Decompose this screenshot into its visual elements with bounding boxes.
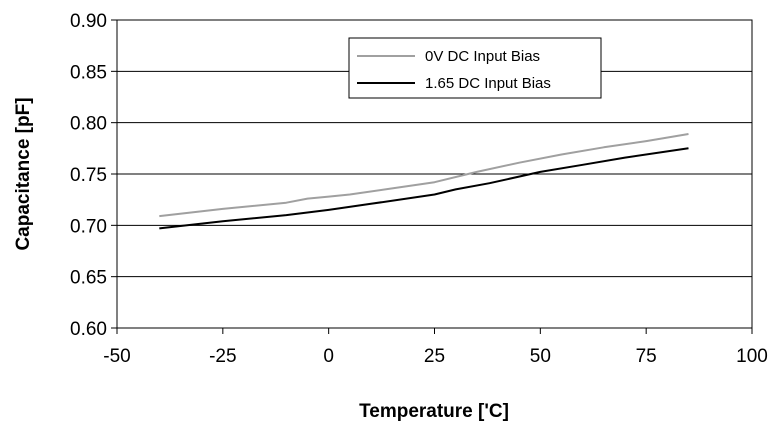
x-tick-label: 50 <box>530 346 551 367</box>
y-tick-label: 0.60 <box>70 319 107 340</box>
series-layer <box>159 133 689 230</box>
x-axis-ticks: -50 -25 0 25 50 75 100 <box>103 328 768 367</box>
y-axis-title: Capacitance [pF] <box>13 97 34 250</box>
x-tick-label: 0 <box>323 346 334 367</box>
x-tick-label: -25 <box>209 346 236 367</box>
legend: 0V DC Input Bias 1.65 DC Input Bias <box>348 37 602 99</box>
y-tick-label: 0.75 <box>70 165 107 186</box>
series-line-1-65-dc-input-bias <box>159 147 689 230</box>
x-tick-label: -50 <box>103 346 130 367</box>
x-tick-label: 100 <box>736 346 768 367</box>
legend-box <box>348 37 602 99</box>
y-tick-label: 0.85 <box>70 62 107 83</box>
legend-label-0v-dc-input-bias: 0V DC Input Bias <box>425 48 540 65</box>
y-tick-label: 0.90 <box>70 11 107 32</box>
x-axis-title: Temperature ['C] <box>359 401 509 422</box>
series-line-0v-dc-input-bias <box>159 133 689 218</box>
x-tick-label: 75 <box>636 346 657 367</box>
legend-label-1-65-dc-input-bias: 1.65 DC Input Bias <box>425 75 551 92</box>
y-tick-label: 0.80 <box>70 114 107 135</box>
x-tick-label: 25 <box>424 346 445 367</box>
y-tick-label: 0.65 <box>70 268 107 289</box>
y-axis-ticks: 0.60 0.65 0.70 0.75 0.80 0.85 0.90 <box>70 11 117 340</box>
y-tick-label: 0.70 <box>70 216 107 237</box>
